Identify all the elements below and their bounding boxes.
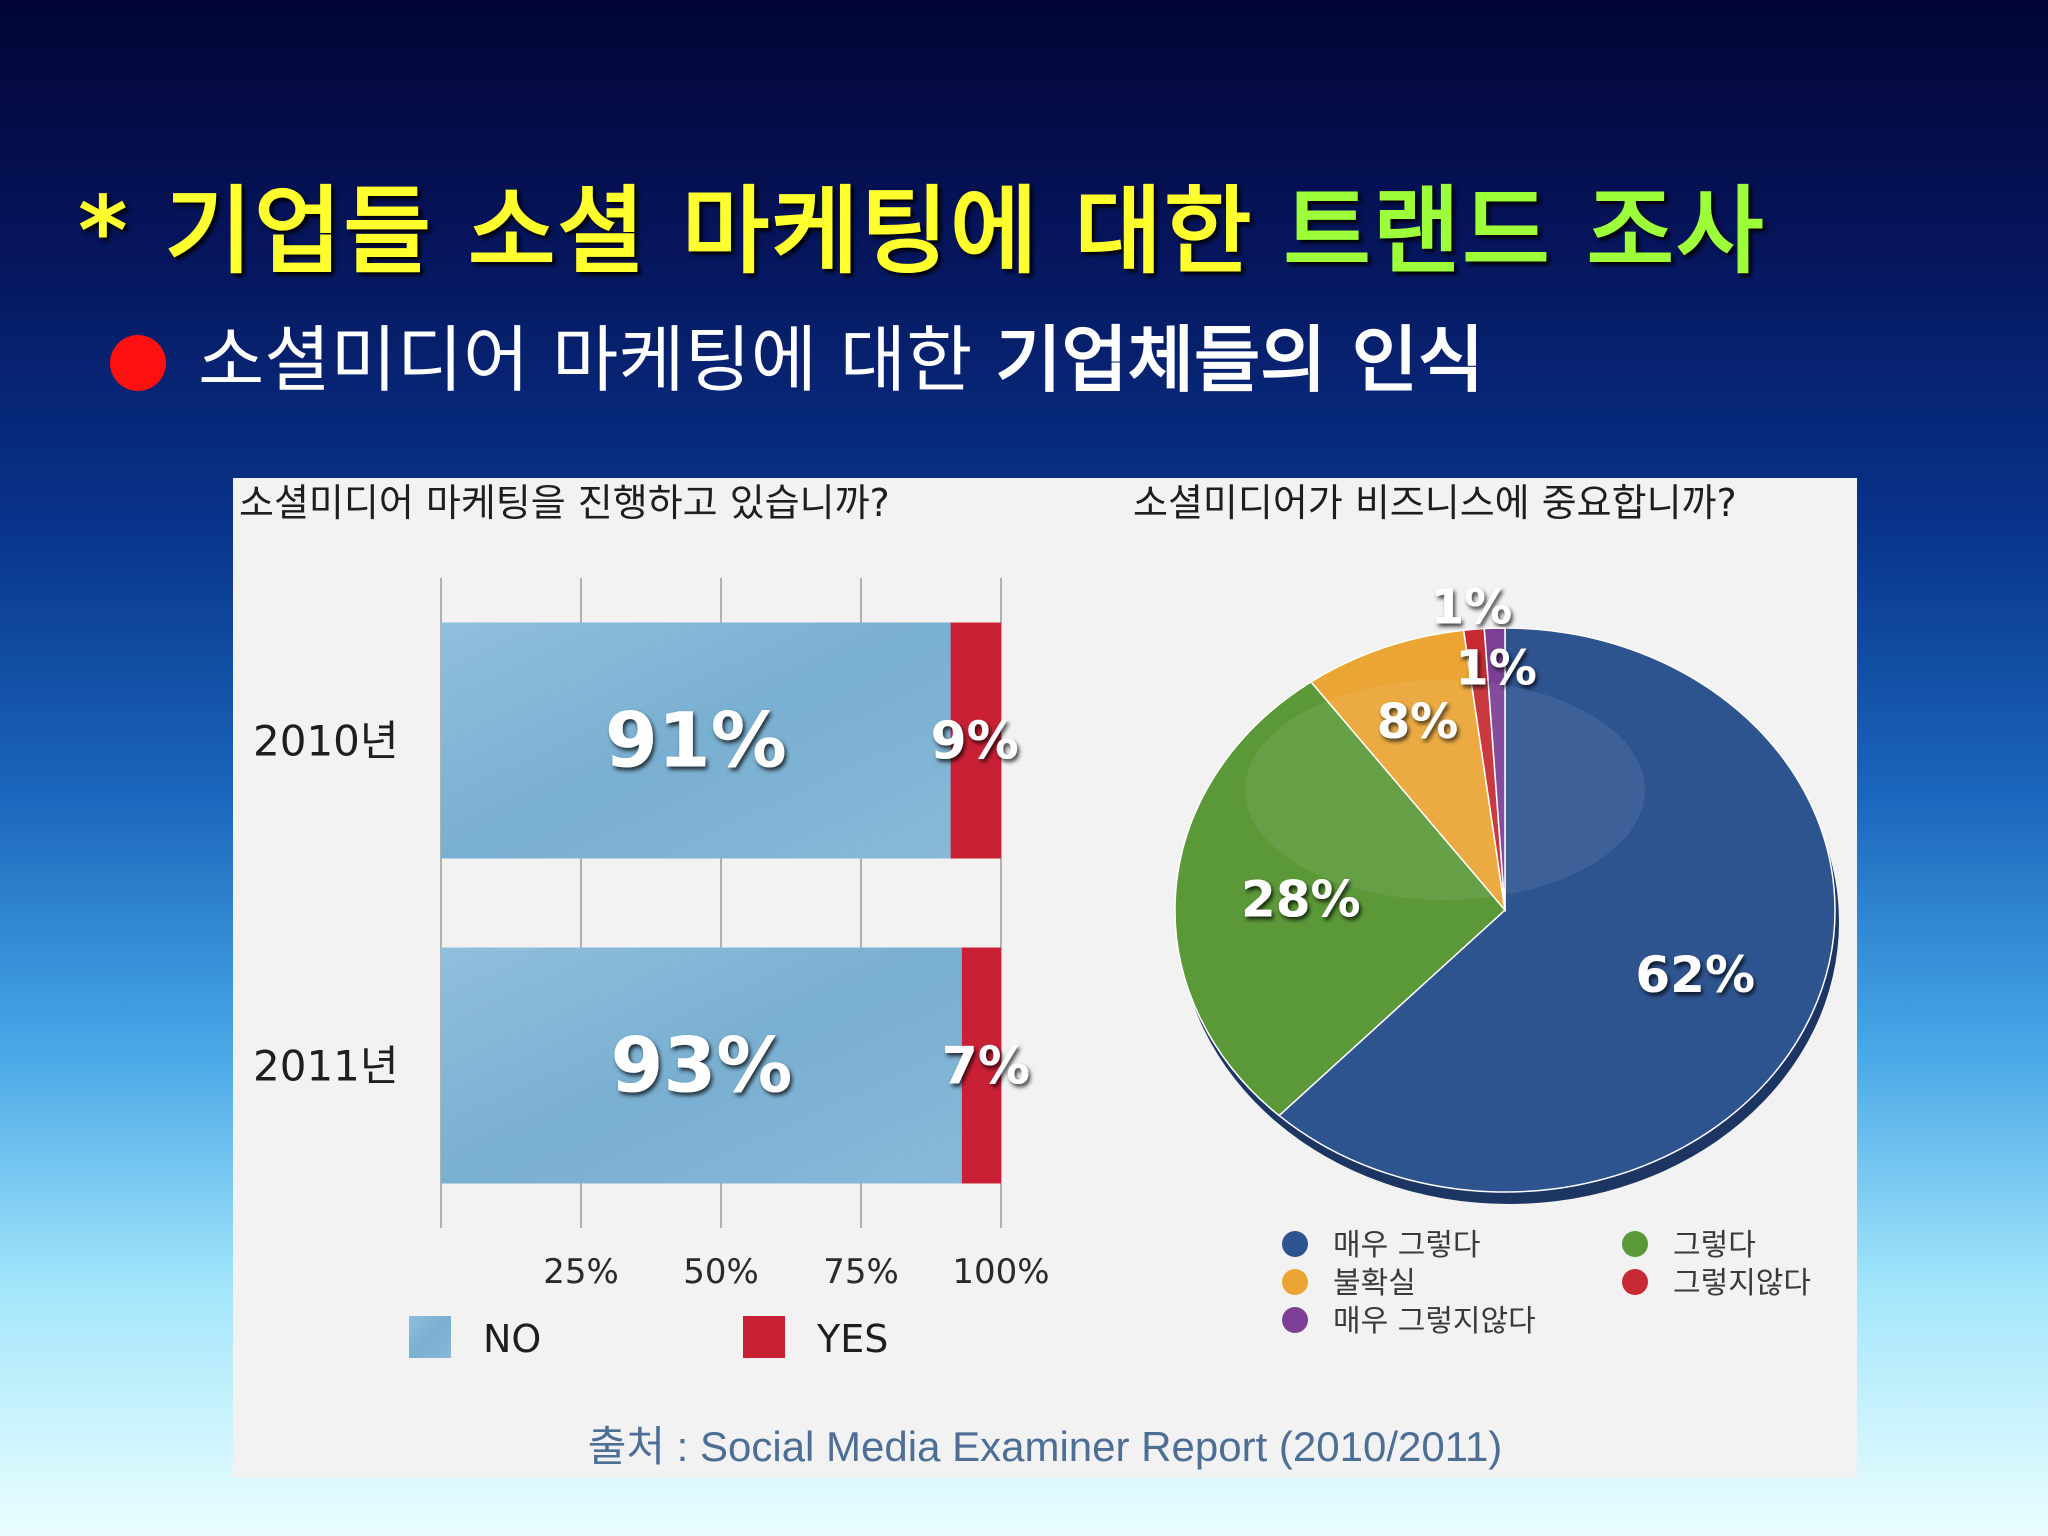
legend-label: 매우 그렇지않다 — [1333, 1304, 1536, 1339]
pie-chart-title: 소셜미디어가 비즈니스에 중요합니까? — [1133, 481, 1737, 525]
legend-dot — [1622, 1231, 1648, 1257]
pie-slice — [1483, 627, 1506, 911]
legend-swatch — [409, 1316, 451, 1358]
pie-gloss — [1245, 680, 1645, 900]
bar-chart-title: 소셜미디어 마케팅을 진행하고 있습니까? — [239, 481, 890, 525]
legend-label: YES — [816, 1317, 888, 1361]
x-tick-label: 75% — [823, 1252, 899, 1292]
pie-data-label: 8% — [1377, 694, 1459, 750]
pie-slice — [1309, 629, 1507, 913]
pie-data-label: 28% — [1241, 871, 1361, 929]
pie-chart: 소셜미디어가 비즈니스에 중요합니까?62%28%8%1%1%매우 그렇다 그렇다… — [1133, 481, 1839, 1339]
bar-segment-no — [441, 947, 962, 1184]
legend-label: 그렇다 — [1673, 1228, 1756, 1263]
x-tick-label: 25% — [543, 1252, 619, 1292]
legend-swatch — [743, 1316, 785, 1358]
bar-segment-no — [441, 622, 951, 859]
y-category-label: 2011년 — [253, 1042, 399, 1091]
survey-charts: 소셜미디어 마케팅을 진행하고 있습니까? 25% 50% 75% 100% 2010년 9… — [239, 481, 1839, 1361]
legend-label: NO — [483, 1317, 541, 1361]
x-tick-label: 50% — [683, 1252, 759, 1292]
legend-dot — [1282, 1231, 1308, 1257]
pie-slice — [1174, 680, 1507, 1117]
survey-figure: 소셜미디어 마케팅을 진행하고 있습니까? 25% 50% 75% 100% 2010년 9… — [233, 478, 1857, 1478]
slide-title: * 기업들 소셜 마케팅에 대한 트랜드 조사 — [78, 155, 1765, 292]
bar-data-label: 7% — [942, 1037, 1030, 1097]
pie-data-label: 1% — [1455, 640, 1537, 696]
legend-label: 불확실 — [1333, 1266, 1416, 1301]
bar-data-label: 9% — [930, 712, 1018, 772]
legend-label: 그렇지않다 — [1673, 1266, 1811, 1301]
slide-title-highlight: 트랜드 조사 — [1283, 177, 1766, 287]
y-category-label: 2010년 — [253, 717, 399, 766]
pie-slice — [1277, 627, 1836, 1193]
source-credit: 출처 : Social Media Examiner Report (2010/… — [587, 1423, 1503, 1470]
bullet-icon — [110, 335, 166, 391]
slide-subtitle: 소셜미디어 마케팅에 대한 기업체들의 인식 — [198, 315, 1484, 405]
bar-segment-yes — [950, 622, 1001, 859]
legend-dot — [1282, 1269, 1308, 1295]
legend-dot — [1282, 1307, 1308, 1333]
legend-label: 매우 그렇다 — [1333, 1228, 1481, 1263]
legend-dot — [1622, 1269, 1648, 1295]
x-tick-label: 100% — [952, 1252, 1049, 1292]
slide-subtitle-regular: 소셜미디어 마케팅에 대한 — [198, 318, 973, 402]
bar-data-label: 93% — [610, 1021, 792, 1110]
bar-segment-yes — [961, 947, 1001, 1184]
bar-chart: 소셜미디어 마케팅을 진행하고 있습니까? 25% 50% 75% 100% 2010년 9… — [239, 481, 1050, 1361]
pie-data-label: 62% — [1635, 946, 1755, 1004]
pie-data-label: 1% — [1431, 580, 1513, 636]
slide-subtitle-bold: 기업체들의 인식 — [995, 318, 1485, 402]
bar-data-label: 91% — [605, 696, 787, 785]
slide-title-main: * 기업들 소셜 마케팅에 대한 — [78, 177, 1254, 287]
